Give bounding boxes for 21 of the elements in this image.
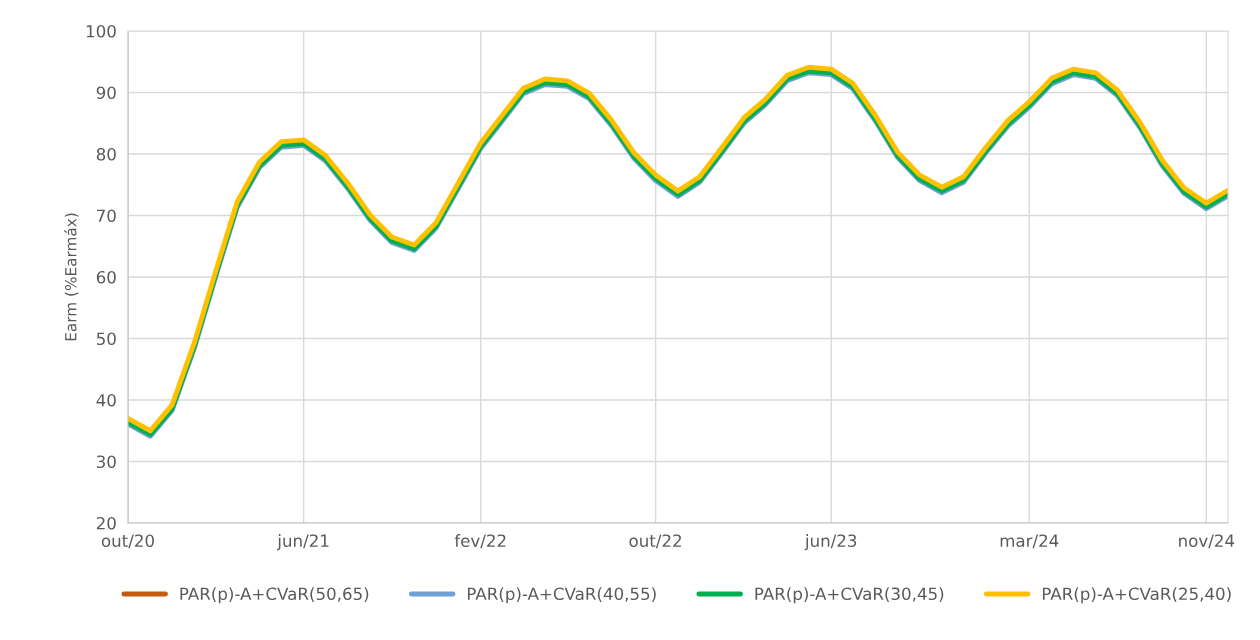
- x-tick-label: out/22: [629, 534, 681, 549]
- legend-label: PAR(p)-A+CVaR(30,45): [755, 587, 944, 604]
- y-tick-label: 30: [96, 455, 116, 469]
- x-tick-label: jun/21: [277, 534, 329, 551]
- y-tick-label: 90: [96, 86, 116, 100]
- x-tick-label: jun/23: [804, 534, 857, 551]
- x-tick-label: mar/24: [1000, 534, 1059, 549]
- x-tick-label: fev/22: [454, 534, 506, 549]
- y-tick-label: 80: [96, 147, 116, 161]
- legend-label: PAR(p)-A+CVaR(40,55): [467, 587, 656, 604]
- y-axis-title: Earm (%Earmáx): [64, 213, 79, 341]
- y-tick-label: 100: [86, 24, 116, 38]
- y-tick-label: 60: [96, 270, 116, 284]
- y-tick-label: 50: [96, 332, 116, 346]
- y-tick-label: 40: [96, 393, 116, 407]
- legend-label: PAR(p)-A+CVaR(50,65): [180, 587, 369, 604]
- y-tick-label: 20: [96, 516, 116, 530]
- y-tick-label: 70: [97, 209, 116, 223]
- x-tick-label: out/20: [101, 534, 154, 549]
- legend-label: PAR(p)-A+CVaR(25,40): [1042, 587, 1231, 604]
- x-tick-label: nov/24: [1179, 534, 1235, 549]
